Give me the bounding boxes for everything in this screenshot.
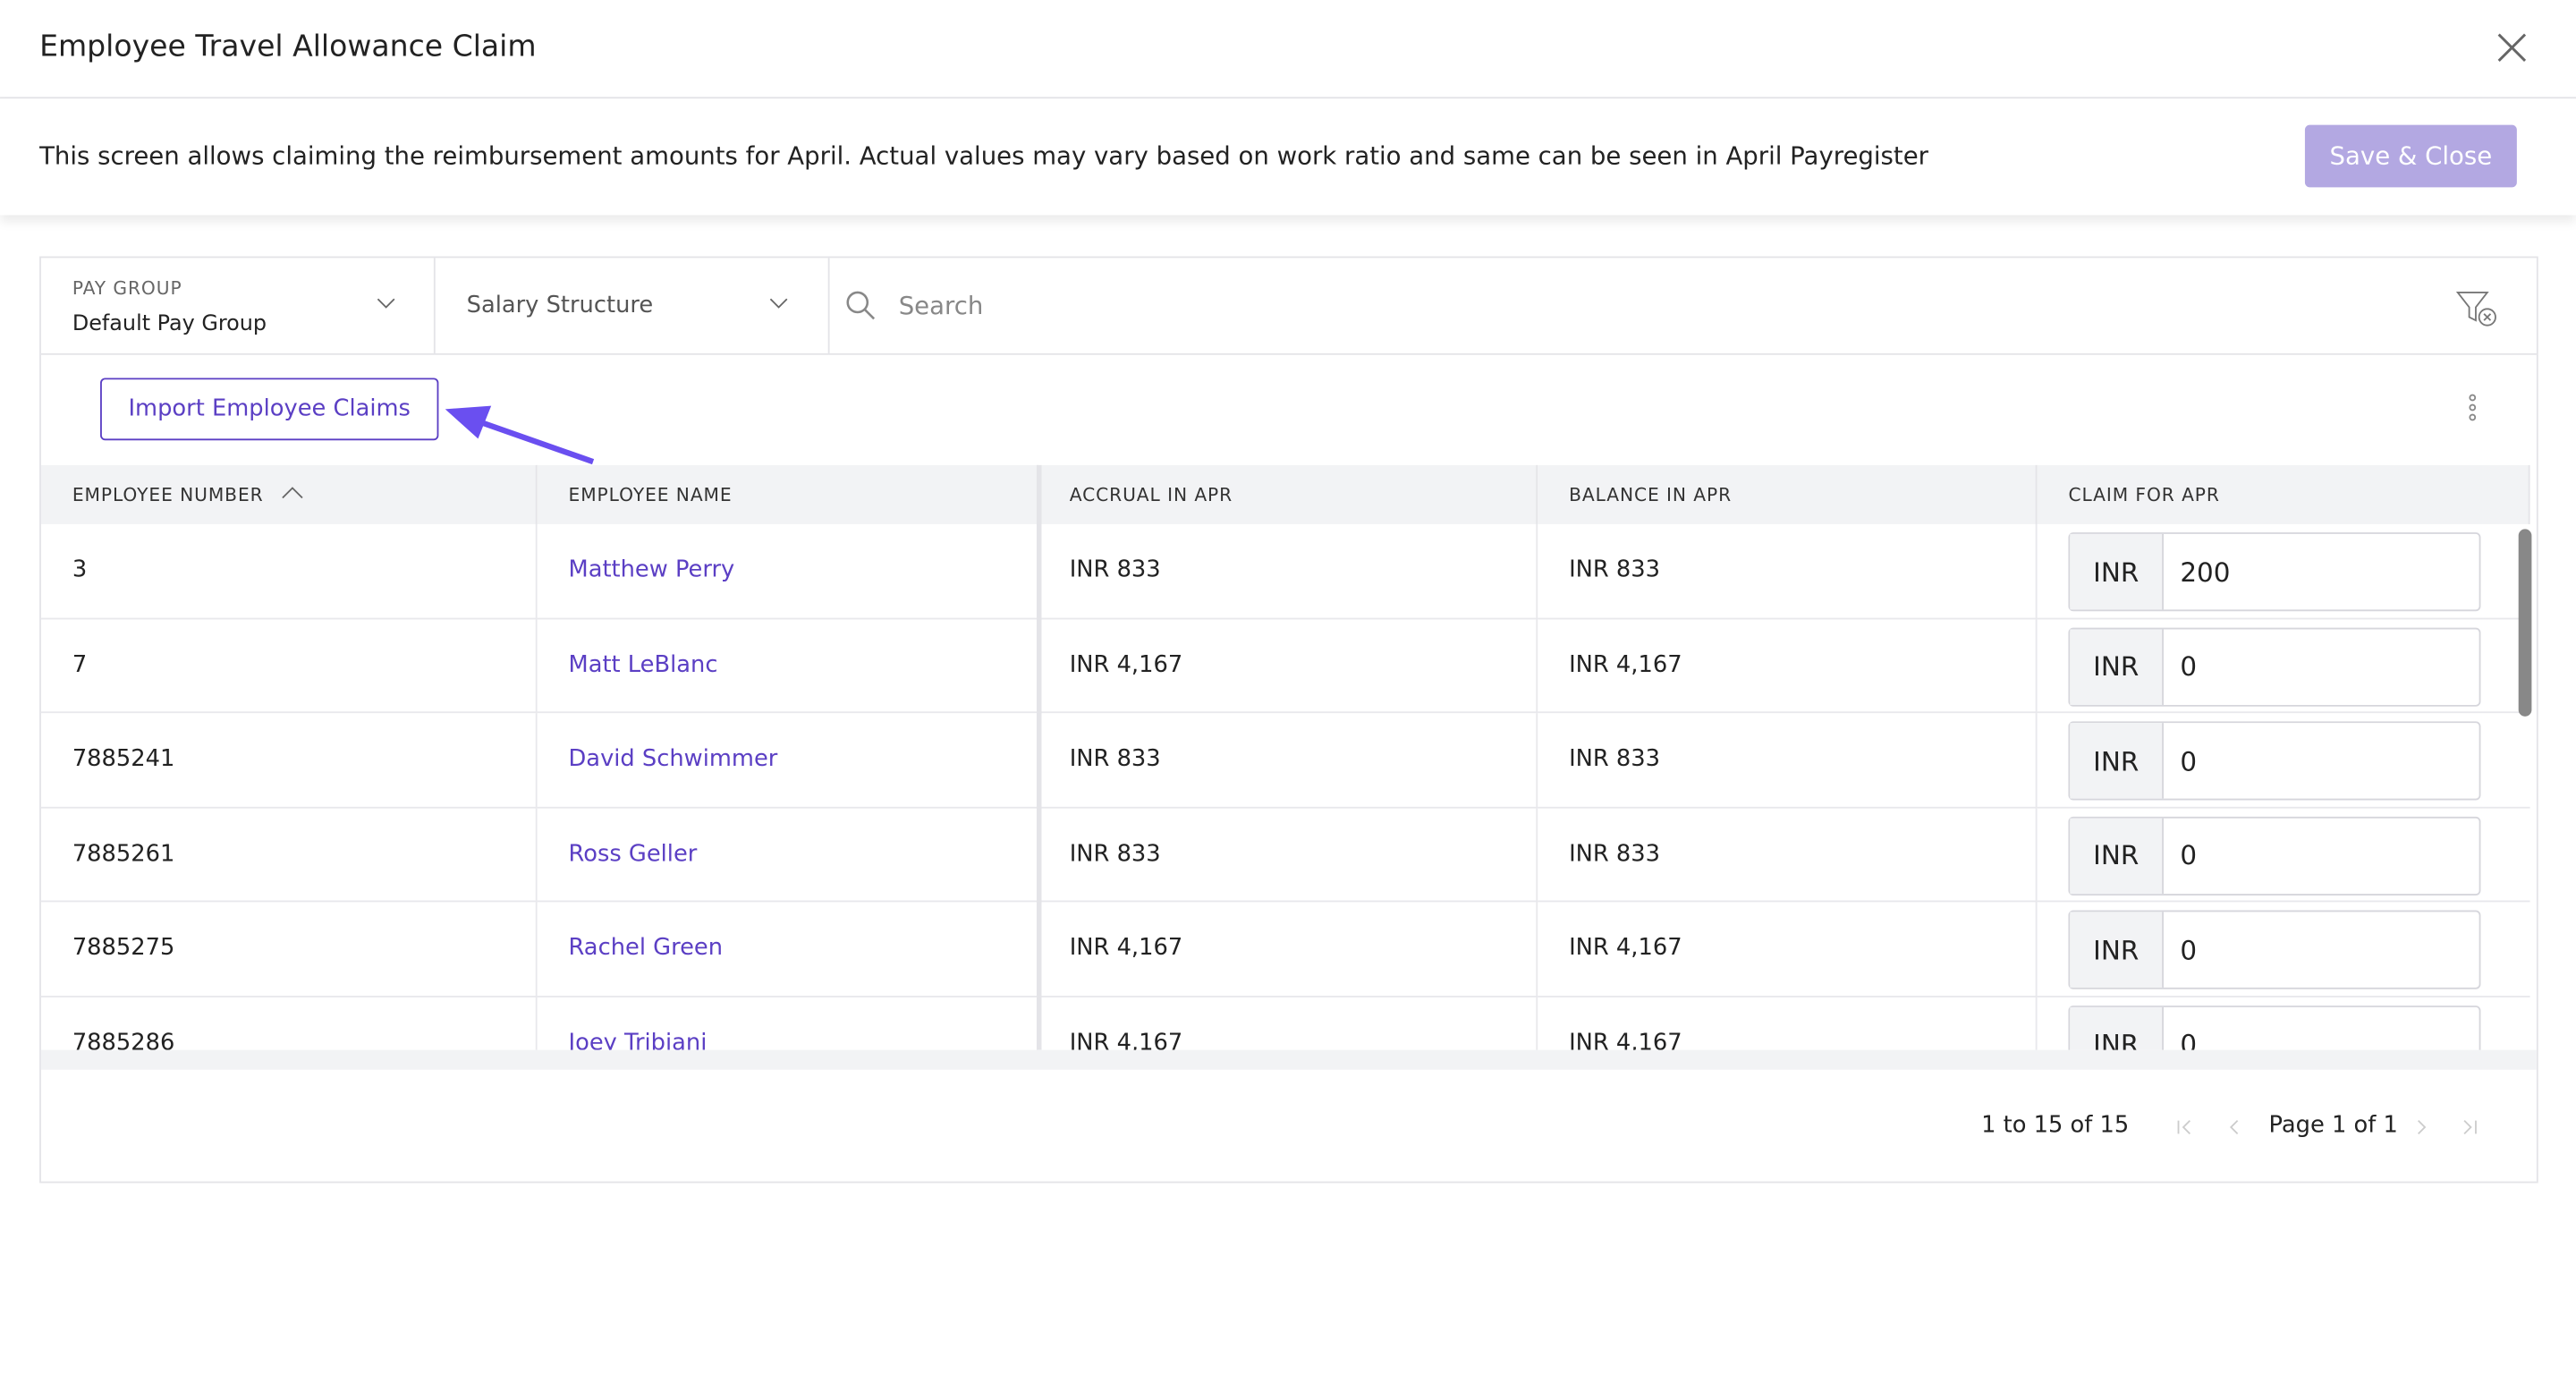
currency-prefix: INR xyxy=(2070,912,2164,988)
claim-value: 0 xyxy=(2180,934,2198,966)
more-icon[interactable] xyxy=(2462,393,2482,422)
cell-name[interactable]: Rachel Green xyxy=(537,902,1038,997)
cell-balance: INR 4,167 xyxy=(1538,996,2038,1050)
cell-balance: INR 833 xyxy=(1538,523,2038,619)
cell-number: 7 xyxy=(40,618,538,714)
cell-number: 7885275 xyxy=(40,902,538,997)
claim-input[interactable]: INR 0 xyxy=(2068,626,2481,706)
annotation-arrow xyxy=(445,405,595,465)
salary-structure-select[interactable]: Salary Structure xyxy=(436,258,830,353)
claim-input[interactable]: INR 200 xyxy=(2068,532,2481,612)
column-header: EMPLOYEE NAME xyxy=(537,464,1038,524)
cell-accrual: INR 833 xyxy=(1038,713,1538,808)
cell-name[interactable]: Matthew Perry xyxy=(537,523,1038,619)
claim-value: 200 xyxy=(2180,556,2231,588)
banner-text: This screen allows claiming the reimburs… xyxy=(39,140,1929,172)
search-input[interactable]: Search xyxy=(898,291,984,321)
grid-card: PAY GROUP Default Pay Group Salary Struc… xyxy=(39,256,2538,1184)
page-label: Page 1 of 1 xyxy=(2268,1112,2398,1139)
currency-prefix: INR xyxy=(2070,533,2164,610)
value: Default Pay Group xyxy=(72,311,267,337)
column-header: CLAIM FOR APR xyxy=(2037,464,2530,524)
cell-accrual: INR 833 xyxy=(1038,523,1538,619)
cell-name[interactable]: David Schwimmer xyxy=(537,713,1038,808)
cell-number: 7885286 xyxy=(41,996,538,1050)
page-range: 1 to 15 of 15 xyxy=(1981,1112,2130,1139)
cell-balance: INR 833 xyxy=(1538,713,2038,808)
cell-accrual: INR 833 xyxy=(1038,807,1538,903)
claim-input[interactable]: INR 0 xyxy=(2068,1005,2481,1060)
close-icon[interactable] xyxy=(2496,31,2529,64)
save-button[interactable]: Save & Close xyxy=(2304,124,2517,188)
chevron xyxy=(377,298,395,309)
table: EMPLOYEE NUMBER EMPLOYEE NAME ACCRUAL IN A… xyxy=(40,464,2537,1070)
cell-balance: INR 4,167 xyxy=(1538,902,2038,997)
cell-claim: INR 0 xyxy=(2037,808,2530,903)
scrollbar xyxy=(2518,529,2532,717)
banner: This screen allows claiming the reimburs… xyxy=(0,98,2576,215)
cell-claim: INR 200 xyxy=(2037,524,2530,619)
next-icons xyxy=(2418,1120,2477,1134)
title: Employee Travel Allowance Claim xyxy=(39,30,537,64)
cell-accrual: INR 4,167 xyxy=(1038,996,1538,1050)
cell-number: 7885261 xyxy=(40,807,538,903)
filter-bar: PAY GROUP Default Pay Group Salary Struc… xyxy=(40,258,2537,355)
cell-claim: INR 0 xyxy=(2037,902,2530,997)
label: PAY GROUP xyxy=(72,277,182,300)
import-button[interactable]: Import Employee Claims xyxy=(100,378,439,441)
cell-number: 7885241 xyxy=(40,713,538,808)
cell-balance: INR 833 xyxy=(1538,807,2038,903)
claim-input[interactable]: INR 0 xyxy=(2068,815,2481,895)
column-header: BALANCE IN APR xyxy=(1538,464,2038,524)
currency-prefix: INR xyxy=(2070,1006,2164,1050)
claim-value: 0 xyxy=(2180,839,2198,871)
pay-group-select[interactable]: PAY GROUP Default Pay Group xyxy=(41,258,436,353)
cell-balance: INR 4,167 xyxy=(1538,618,2038,714)
search-icon xyxy=(846,291,876,320)
prev-icons xyxy=(2177,1120,2239,1134)
column-divider xyxy=(1036,464,1042,1050)
cell-claim: INR 0 xyxy=(2037,713,2530,808)
claim-value: 0 xyxy=(2180,744,2198,777)
cell-name[interactable]: Joey Tribiani xyxy=(538,996,1038,1050)
cell-accrual: INR 4,167 xyxy=(1038,902,1538,997)
sort-icon[interactable] xyxy=(281,487,304,500)
cell-name[interactable]: Ross Geller xyxy=(537,807,1038,903)
column-header: ACCRUAL IN APR xyxy=(1038,464,1538,524)
cell-claim: INR 0 xyxy=(2038,997,2530,1060)
currency-prefix: INR xyxy=(2070,723,2164,799)
claim-value: 0 xyxy=(2180,650,2198,683)
value: Salary Structure xyxy=(466,292,654,319)
claim-value: 0 xyxy=(2180,1028,2198,1060)
cell-accrual: INR 4,167 xyxy=(1038,618,1538,714)
cell-claim: INR 0 xyxy=(2037,619,2530,714)
chevron xyxy=(769,298,788,309)
claim-input[interactable]: INR 0 xyxy=(2068,910,2481,989)
currency-prefix: INR xyxy=(2070,628,2164,705)
cell-number: 3 xyxy=(40,523,538,619)
claim-input[interactable]: INR 0 xyxy=(2068,721,2481,801)
column-header: EMPLOYEE NUMBER xyxy=(40,464,538,524)
currency-prefix: INR xyxy=(2070,817,2164,894)
clear-filter-icon[interactable] xyxy=(2455,291,2499,327)
header: Employee Travel Allowance Claim xyxy=(0,0,2576,99)
cell-name[interactable]: Matt LeBlanc xyxy=(537,618,1038,714)
